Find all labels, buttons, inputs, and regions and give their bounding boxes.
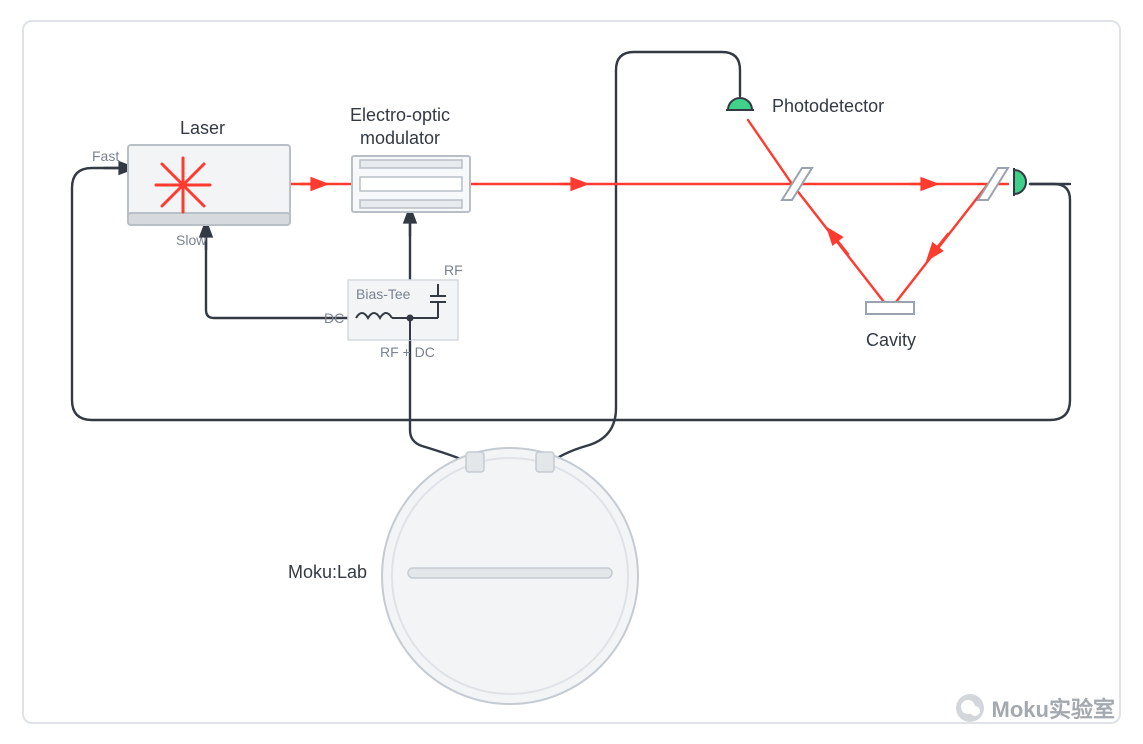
watermark-text: Moku实验室 <box>992 692 1115 724</box>
moku-device <box>382 448 638 704</box>
wechat-icon <box>956 694 984 722</box>
dc-label: DC <box>324 310 344 326</box>
diagram-svg <box>0 0 1143 744</box>
wire-slow <box>206 225 348 318</box>
slow-label: Slow <box>176 232 206 248</box>
biastee-label: Bias-Tee <box>356 286 410 302</box>
photodetector-label: Photodetector <box>772 96 884 117</box>
fast-label: Fast <box>92 148 119 164</box>
rf-label: RF <box>444 262 463 278</box>
laser-box <box>128 145 290 225</box>
rfdc-label: RF + DC <box>380 344 435 360</box>
eom-label: Electro-optic modulator <box>350 104 450 149</box>
photodetector-2 <box>1014 168 1026 196</box>
watermark: Moku实验室 <box>956 692 1115 724</box>
mokulab-label: Moku:Lab <box>288 562 367 583</box>
cavity-mirror <box>866 302 914 314</box>
photodetector-1 <box>726 98 754 110</box>
wire-moku-to-pd1 <box>545 52 740 466</box>
eom-box <box>352 156 470 212</box>
cavity-label: Cavity <box>866 330 916 351</box>
laser-label: Laser <box>180 118 225 139</box>
